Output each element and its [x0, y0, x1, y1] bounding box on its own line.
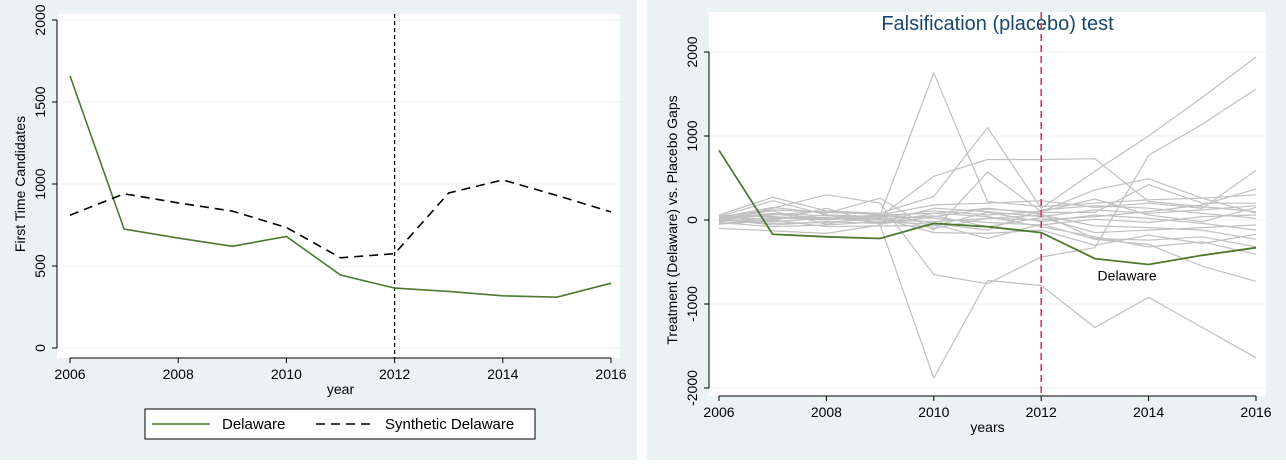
- x-tick-label: 2016: [595, 366, 626, 382]
- x-tick-label: 2012: [1026, 404, 1057, 420]
- x-tick-label: 2006: [54, 366, 85, 382]
- x-tick-label: 2012: [379, 366, 410, 382]
- x-tick-label: 2010: [918, 404, 949, 420]
- y-tick-label: 2000: [32, 4, 48, 35]
- x-tick-label: 2016: [1240, 404, 1271, 420]
- x-tick-label: 2010: [271, 366, 302, 382]
- y-axis-title: Treatment (Delaware) vs. Placebo Gaps: [664, 95, 680, 344]
- placebo-line: [718, 224, 1257, 380]
- legend-label-synthetic: Synthetic Delaware: [385, 416, 514, 433]
- y-tick-label: 1500: [32, 86, 48, 117]
- placebo-line: [718, 221, 1257, 282]
- placebo-line: [718, 205, 1257, 231]
- placebo-line: [718, 213, 1257, 240]
- x-axis-title: year: [327, 381, 355, 397]
- x-axis-title: years: [970, 419, 1004, 435]
- placebo-line: [718, 207, 1257, 248]
- x-tick-label: 2006: [703, 404, 734, 420]
- x-tick-label: 2014: [487, 366, 518, 382]
- placebo-line: [718, 88, 1257, 285]
- legend: Delaware Synthetic Delaware: [144, 408, 536, 440]
- y-tick-label: -1000: [684, 286, 700, 322]
- placebo-line: [718, 214, 1257, 226]
- placebo-line: [718, 205, 1257, 224]
- y-tick-label: 2000: [684, 36, 700, 67]
- y-tick-label: 0: [32, 344, 48, 352]
- chart-panel-2: -2000 -1000 0 1000 2000 2006 2008 2010 2012 2014 2…: [647, 0, 1286, 460]
- y-tick-label: 500: [32, 254, 48, 278]
- series-line-synthetic-delaware: [69, 179, 612, 259]
- placebo-line: [718, 158, 1257, 218]
- x-tick-label: 2014: [1133, 404, 1164, 420]
- plot-area: [57, 14, 620, 358]
- y-tick-label: 0: [684, 216, 700, 224]
- y-axis-title: First Time Candidates: [12, 116, 28, 252]
- legend-label-delaware: Delaware: [222, 416, 285, 433]
- series-line-delaware: [69, 75, 612, 299]
- plot-area: [709, 12, 1266, 396]
- placebo-line: [718, 184, 1256, 225]
- y-tick-label: -2000: [684, 370, 700, 406]
- x-tick-label: 2008: [811, 404, 842, 420]
- chart-panel-1: 0 500 1000 1500 2000 2006 2008 2010 2012 2014 2016…: [0, 0, 637, 460]
- treated-gap-line: [718, 149, 1257, 266]
- x-tick-label: 2008: [163, 366, 194, 382]
- y-tick-label: 1000: [32, 168, 48, 199]
- y-tick-label: 1000: [684, 120, 700, 151]
- treated-annotation: Delaware: [1098, 267, 1157, 283]
- chart-title: Falsification (placebo) test: [881, 13, 1114, 35]
- placebo-line: [718, 169, 1257, 216]
